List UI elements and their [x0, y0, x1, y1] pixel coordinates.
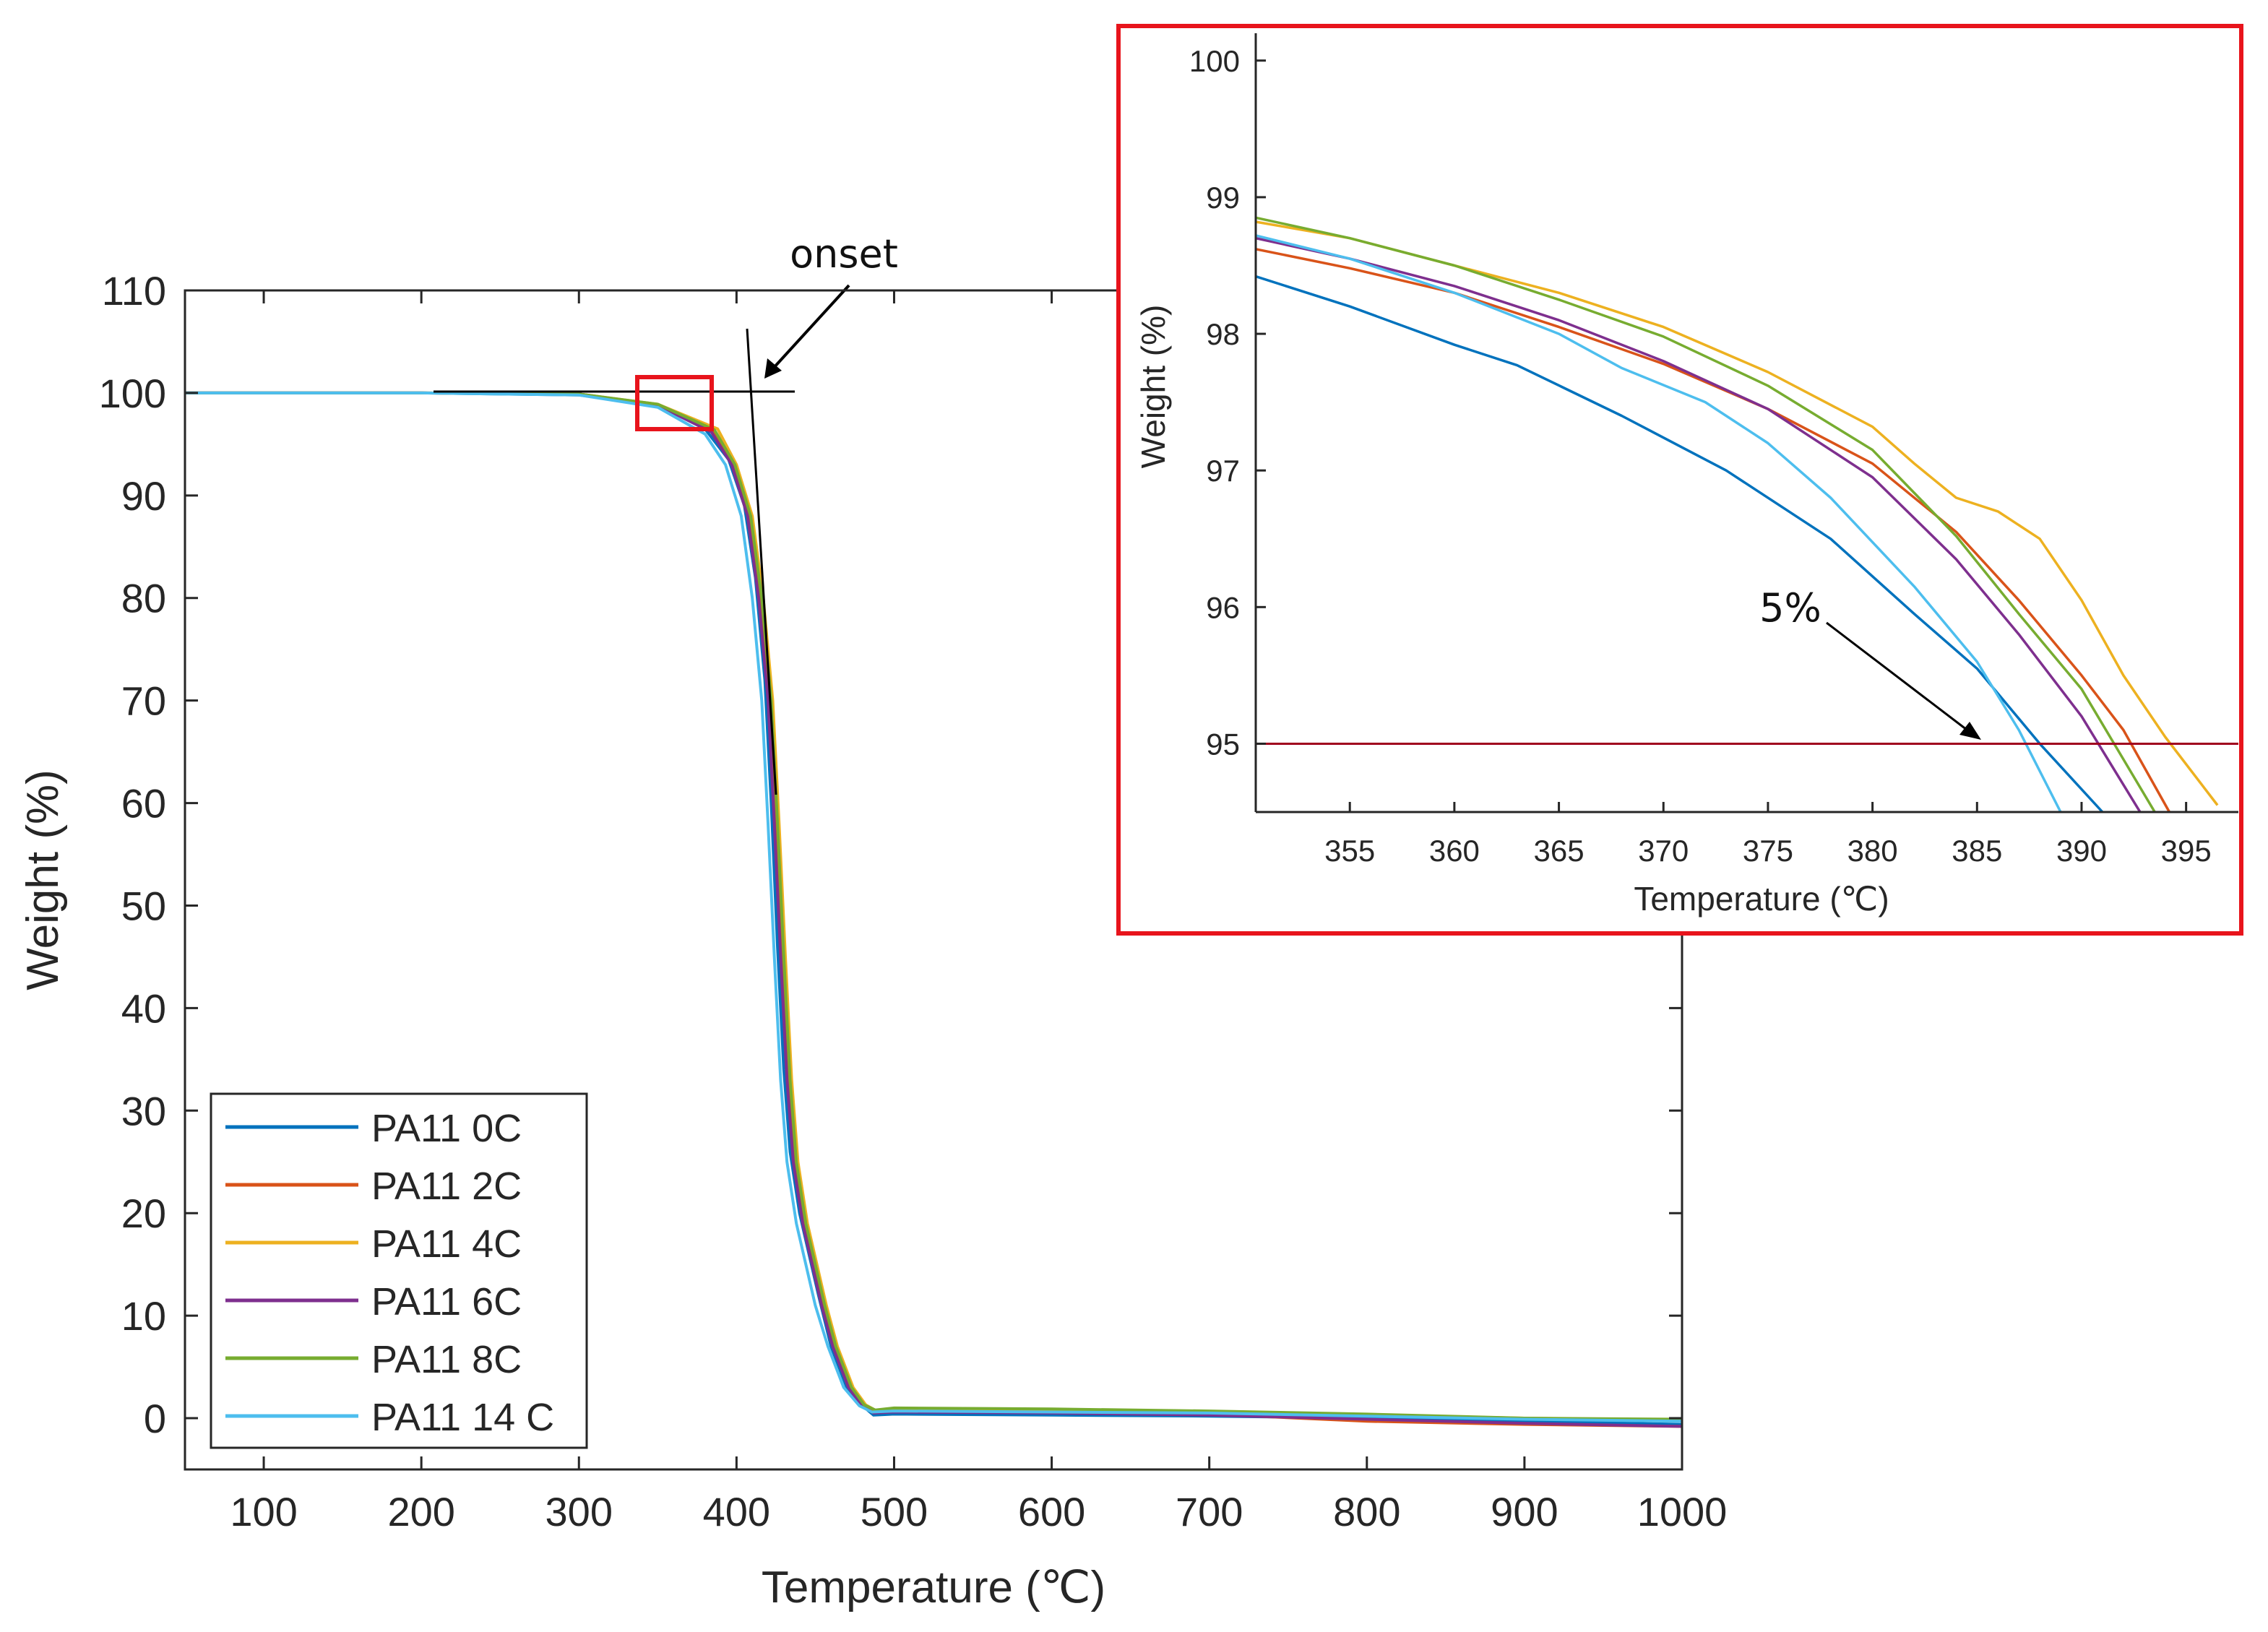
zoom-region-box: [635, 375, 714, 431]
y-tick-label: 90: [121, 473, 166, 519]
x-tick-label: 300: [546, 1489, 613, 1534]
series-line-pa11-0c: [185, 391, 1683, 1426]
legend-entry: PA11 0C: [225, 1107, 522, 1150]
inset-x-ticks: 355 360 365 370 375 380 385 390 395: [1324, 802, 2212, 868]
legend-label: PA11 4C: [371, 1222, 522, 1266]
series-line-pa11-8c: [185, 391, 1683, 1421]
main-series-group: [185, 391, 1683, 1428]
main-x-axis-label: Temperature (℃): [762, 1563, 1105, 1612]
inset-y-tick-label: 95: [1206, 727, 1240, 761]
x-tick-label: 900: [1491, 1489, 1558, 1534]
inset-x-tick-label: 375: [1743, 834, 1793, 868]
y-tick-label: 40: [121, 985, 166, 1031]
onset-arrow-head: [764, 358, 782, 379]
x-tick-label: 800: [1333, 1489, 1400, 1534]
legend-label: PA11 14 C: [371, 1396, 554, 1439]
inset-x-tick-label: 390: [2056, 834, 2107, 868]
main-y-axis-label: Weight (%): [18, 769, 68, 990]
x-tick-label: 400: [703, 1489, 770, 1534]
inset-x-tick-label: 380: [1847, 834, 1898, 868]
legend-label: PA11 6C: [371, 1280, 522, 1324]
y-tick-label: 30: [121, 1088, 166, 1134]
y-tick-label: 60: [121, 781, 166, 826]
inset-x-tick-label: 355: [1324, 834, 1375, 868]
onset-arrow-line: [772, 284, 850, 370]
main-y-ticks: 0 10 20 30 40 50 60 70 80 90 100 110: [99, 268, 1682, 1441]
inset-chart: 5% 355 360 365 370 375 380 385 390 395 959697989…: [1116, 24, 2243, 936]
inset-x-axis-label: Temperature (℃): [1634, 880, 1889, 918]
five-percent-arrow-head: [1959, 722, 1981, 740]
x-tick-label: 200: [387, 1489, 454, 1534]
inset-series-line-pa11-8c: [1255, 216, 2156, 813]
legend-entry: PA11 14 C: [225, 1396, 554, 1439]
five-percent-arrow-line: [1826, 621, 1967, 731]
y-tick-label: 80: [121, 576, 166, 621]
main-chart: onset 100 200 300 400 500 600 700 800 900 1000 0 1…: [18, 231, 1727, 1612]
y-tick-label: 110: [102, 268, 166, 314]
inset-frame: [1116, 24, 2243, 936]
x-tick-label: 700: [1176, 1489, 1243, 1534]
five-percent-label: 5%: [1759, 585, 1821, 631]
legend-entry: PA11 8C: [225, 1338, 522, 1381]
inset-x-tick-label: 395: [2161, 834, 2212, 868]
y-tick-label: 20: [121, 1191, 166, 1236]
x-tick-label: 1000: [1637, 1489, 1728, 1534]
y-tick-label: 70: [121, 678, 166, 724]
y-tick-label: 10: [121, 1293, 166, 1339]
legend-label: PA11 0C: [371, 1107, 522, 1150]
inset-series-line-pa11-4c: [1255, 220, 2219, 806]
series-line-pa11-14-c: [185, 391, 1683, 1423]
inset-x-tick-label: 360: [1429, 834, 1480, 868]
inset-series-line-pa11-14-c: [1255, 234, 2062, 813]
inset-x-tick-label: 365: [1534, 834, 1584, 868]
inset-y-tick-label: 99: [1206, 181, 1240, 215]
x-tick-label: 500: [861, 1489, 928, 1534]
inset-series-line-pa11-2c: [1255, 248, 2171, 813]
inset-y-axis-label: Weight (%): [1134, 305, 1172, 469]
legend-label: PA11 2C: [371, 1165, 522, 1208]
inset-y-tick-label: 97: [1206, 454, 1240, 488]
main-x-ticks: 100 200 300 400 500 600 700 800 900 1000: [230, 290, 1727, 1534]
y-tick-label: 100: [99, 371, 166, 416]
inset-y-tick-label: 96: [1206, 590, 1240, 624]
inset-series-line-pa11-6c: [1255, 236, 2142, 813]
legend-box: [210, 1092, 588, 1449]
inset-x-tick-label: 385: [1952, 834, 2002, 868]
inset-y-ticks: 95 96 97 98 99 100: [1189, 44, 1266, 761]
inset-y-tick-label: 98: [1206, 317, 1240, 351]
legend-label: PA11 8C: [371, 1338, 522, 1381]
inset-series-group: [1255, 216, 2219, 813]
y-tick-label: 0: [144, 1396, 166, 1441]
inset-x-tick-label: 370: [1638, 834, 1689, 868]
legend-entry: PA11 4C: [225, 1222, 522, 1266]
onset-tangent: [746, 328, 777, 795]
x-tick-label: 600: [1018, 1489, 1085, 1534]
y-tick-label: 50: [121, 883, 166, 928]
legend: PA11 0C PA11 2C PA11 4C PA11 6C PA11 8C …: [210, 1092, 588, 1449]
onset-label: onset: [790, 231, 898, 277]
legend-entry: PA11 6C: [225, 1280, 522, 1324]
x-tick-label: 100: [230, 1489, 297, 1534]
inset-y-tick-label: 100: [1189, 44, 1240, 78]
legend-entry: PA11 2C: [225, 1165, 522, 1208]
